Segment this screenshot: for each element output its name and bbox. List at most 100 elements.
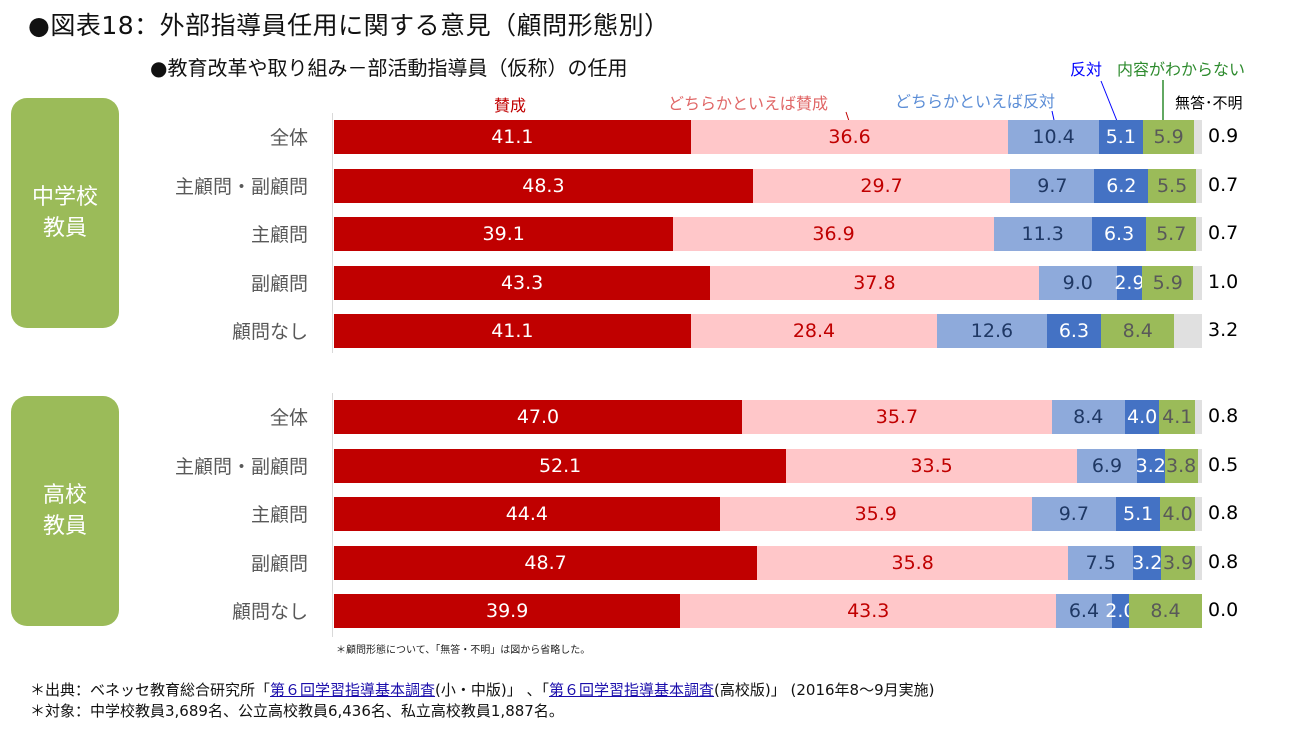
axis-line-high-school <box>332 393 333 637</box>
bar-segment-disagree: 5.1 <box>1098 120 1143 154</box>
bar-segment-disagree: 3.2 <box>1135 448 1166 483</box>
bar-segment-agree: 44.4 <box>334 497 720 531</box>
data-label-agree: 48.3 <box>522 174 565 197</box>
bar-segment-disagree: 6.2 <box>1094 168 1149 203</box>
bar-segment-unknown-content: 5.9 <box>1142 265 1194 300</box>
bar-segment-somewhat-agree: 37.8 <box>710 265 1039 300</box>
bar-segment-agree: 48.7 <box>334 545 758 580</box>
legend-agree: 賛成 <box>494 96 527 115</box>
data-label-no-answer: 0.8 <box>1208 405 1239 427</box>
bar-segment-no-answer <box>1195 497 1202 531</box>
data-label-somewhat-agree: 28.4 <box>792 320 836 342</box>
data-label-disagree: 5.1 <box>1123 503 1154 525</box>
data-label-unknown-content: 3.9 <box>1162 551 1194 574</box>
data-label-no-answer: 0.8 <box>1208 502 1239 524</box>
chart-subtitle: ●教育改革や取り組み－部活動指導員（仮称）の任用 <box>150 56 628 80</box>
bar-segment-unknown-content: 5.5 <box>1148 168 1196 203</box>
row-label: 副顧問 <box>250 552 308 575</box>
data-label-somewhat-agree: 35.7 <box>875 406 919 428</box>
row-label: 主顧問・副顧問 <box>174 175 308 198</box>
bar-segment-somewhat-agree: 29.7 <box>752 168 1011 203</box>
bar-segment-agree: 43.3 <box>334 265 711 300</box>
bar-segment-disagree: 4.0 <box>1124 400 1160 434</box>
data-label-somewhat-agree: 35.8 <box>891 551 934 574</box>
bar-segment-agree: 41.1 <box>334 120 691 154</box>
bar-segment-somewhat-agree: 43.3 <box>680 594 1057 628</box>
row-label: 全体 <box>269 127 308 149</box>
data-label-agree: 39.9 <box>486 600 529 622</box>
data-label-somewhat-agree: 37.8 <box>853 271 896 294</box>
data-label-somewhat-agree: 36.9 <box>812 223 855 245</box>
legend-unknown-content: 内容がわからない <box>1117 60 1246 79</box>
data-label-agree: 48.7 <box>524 551 567 574</box>
legend-no-answer: 無答･不明 <box>1175 94 1243 112</box>
bar-segment-unknown-content: 5.7 <box>1146 217 1196 251</box>
source-mid: (小・中版)」 、「 <box>435 681 550 699</box>
bar-segment-unknown-content: 4.1 <box>1159 400 1196 434</box>
bar-segment-somewhat-agree: 35.9 <box>719 497 1032 531</box>
bar-segment-somewhat-disagree: 6.9 <box>1077 448 1137 483</box>
data-label-somewhat-disagree: 10.4 <box>1032 126 1075 148</box>
data-label-unknown-content: 8.4 <box>1150 600 1181 622</box>
chart-title: ●図表18：外部指導員任用に関する意見（顧問形態別） <box>28 11 670 40</box>
bar-segment-disagree: 5.1 <box>1115 497 1161 531</box>
row-label: 主顧問 <box>250 504 308 526</box>
bar-segment-agree: 52.1 <box>334 448 787 483</box>
bar-segment-unknown-content: 4.0 <box>1160 497 1196 531</box>
data-label-no-answer: 0.0 <box>1208 599 1239 621</box>
row-label: 顧問なし <box>231 601 308 623</box>
data-label-disagree: 6.3 <box>1058 320 1090 342</box>
data-label-somewhat-disagree: 12.6 <box>970 320 1014 342</box>
bar-segment-no-answer <box>1195 168 1202 203</box>
source-suffix: (高校版)」 (2016年8～9月実施) <box>714 681 935 699</box>
group-box-junior-high: 中学校 教員 <box>11 98 119 328</box>
data-label-disagree: 3.2 <box>1132 551 1163 574</box>
bar-segment-no-answer <box>1193 265 1202 300</box>
row-label: 副顧問 <box>250 272 308 295</box>
bar-segment-agree: 47.0 <box>334 400 742 434</box>
bar-segment-somewhat-agree: 28.4 <box>690 314 938 348</box>
data-label-somewhat-disagree: 11.3 <box>1021 223 1064 245</box>
bar-segment-somewhat-agree: 36.9 <box>673 217 994 251</box>
bar-segment-no-answer <box>1174 314 1202 348</box>
bar-segment-agree: 41.1 <box>334 314 691 348</box>
data-label-agree: 39.1 <box>482 223 525 245</box>
data-label-disagree: 6.2 <box>1106 174 1137 197</box>
bar-segment-somewhat-disagree: 8.4 <box>1051 400 1125 434</box>
row-label: 主顧問 <box>250 224 308 246</box>
data-label-no-answer: 3.2 <box>1208 319 1239 341</box>
bar-segment-unknown-content: 5.9 <box>1142 120 1195 154</box>
data-label-unknown-content: 4.0 <box>1162 503 1193 525</box>
data-label-somewhat-agree: 35.9 <box>854 503 897 525</box>
bar-segment-unknown-content: 3.9 <box>1161 545 1196 580</box>
data-label-disagree: 3.2 <box>1135 454 1166 477</box>
data-label-somewhat-disagree: 9.7 <box>1058 503 1089 525</box>
data-label-agree: 52.1 <box>538 454 582 477</box>
bar-segment-somewhat-disagree: 7.5 <box>1068 545 1134 580</box>
data-label-no-answer: 0.7 <box>1208 173 1239 196</box>
bar-segment-unknown-content: 3.8 <box>1164 448 1198 483</box>
bar-segment-somewhat-disagree: 9.0 <box>1038 265 1117 300</box>
bar-segment-somewhat-disagree: 6.4 <box>1056 594 1112 628</box>
data-label-no-answer: 0.5 <box>1208 453 1239 476</box>
bar-segment-somewhat-agree: 33.5 <box>786 448 1077 483</box>
bar-segment-somewhat-disagree: 9.7 <box>1010 168 1095 203</box>
data-label-disagree: 2.0 <box>1105 600 1136 622</box>
source-link-2[interactable]: 第６回学習指導基本調査 <box>549 681 715 699</box>
leader-somewhat-disagree <box>1051 110 1055 121</box>
bar-segment-agree: 39.9 <box>334 594 681 628</box>
data-label-unknown-content: 3.8 <box>1166 454 1197 477</box>
row-label: 顧問なし <box>231 321 308 343</box>
legend-disagree: 反対 <box>1070 60 1103 79</box>
source-link-1[interactable]: 第６回学習指導基本調査 <box>270 681 436 699</box>
data-label-somewhat-agree: 33.5 <box>910 454 953 477</box>
legend-somewhat-agree: どちらかといえば賛成 <box>668 94 829 113</box>
omitted-note: ＊顧問形態について、「無答・不明」は図から省略した。 <box>336 645 591 656</box>
bar-segment-no-answer <box>1195 545 1202 580</box>
data-label-somewhat-agree: 36.6 <box>828 126 871 148</box>
bar-segment-somewhat-disagree: 9.7 <box>1031 497 1116 531</box>
data-label-disagree: 6.3 <box>1103 223 1135 245</box>
bar-segment-disagree: 2.9 <box>1114 265 1145 300</box>
source-note: ＊出典：ベネッセ教育総合研究所「第６回学習指導基本調査(小・中版)」 、「第６回… <box>30 679 934 700</box>
data-label-no-answer: 1.0 <box>1208 270 1239 293</box>
